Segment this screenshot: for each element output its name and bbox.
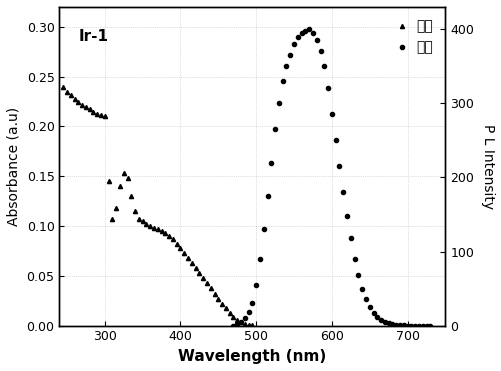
Legend: 紫外, 荧光: 紫外, 荧光 (389, 14, 438, 60)
荧光 (385, 321, 391, 326)
Y-axis label: Absorbance (a.u): Absorbance (a.u) (7, 107, 21, 226)
紫外 (102, 114, 108, 119)
荧光 (408, 324, 414, 328)
紫外 (196, 270, 202, 275)
紫外 (120, 171, 126, 175)
紫外 (245, 322, 251, 327)
荧光 (359, 286, 365, 291)
X-axis label: Wavelength (nm): Wavelength (nm) (178, 349, 326, 364)
Y-axis label: P L Intensity: P L Intensity (480, 124, 494, 209)
荧光 (306, 27, 312, 32)
荧光 (283, 64, 289, 69)
紫外 (117, 184, 123, 188)
荧光 (230, 324, 236, 328)
Line: 荧光: 荧光 (231, 27, 431, 328)
紫外 (185, 256, 191, 260)
紫外 (241, 321, 247, 326)
紫外 (60, 84, 66, 89)
荧光 (347, 236, 353, 240)
荧光 (426, 324, 432, 328)
紫外 (249, 322, 255, 327)
荧光 (351, 257, 357, 261)
Text: Ir-1: Ir-1 (79, 29, 108, 44)
Line: 紫外: 紫外 (61, 85, 254, 327)
